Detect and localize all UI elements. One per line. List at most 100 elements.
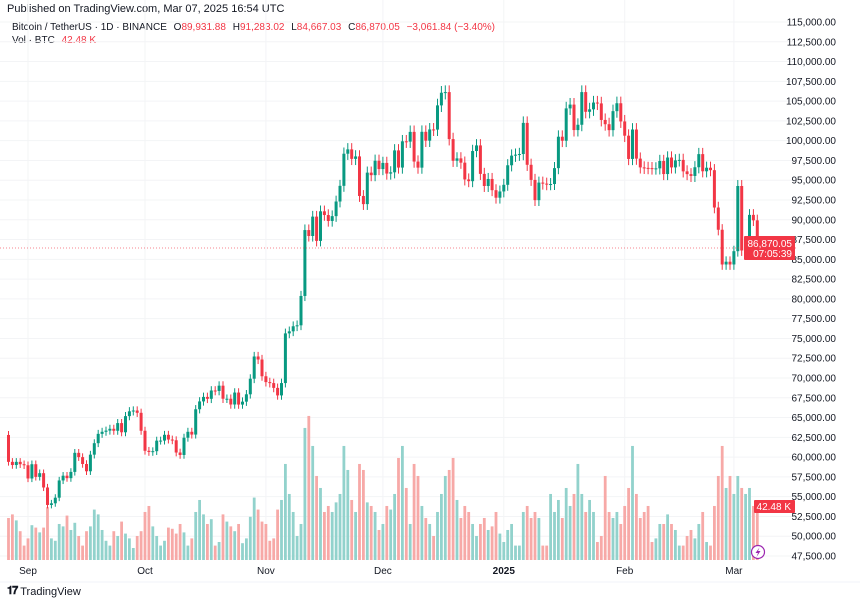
volume-bar <box>432 535 435 560</box>
candle-body <box>127 411 131 417</box>
volume-bar <box>748 487 751 560</box>
volume-bar <box>502 541 506 560</box>
volume-bar <box>638 517 642 560</box>
volume-bar <box>108 545 112 560</box>
candle-body <box>549 184 553 186</box>
candle-body <box>748 214 751 242</box>
candle-body <box>315 216 319 241</box>
volume-bar <box>163 540 166 560</box>
volume-bar <box>186 545 190 560</box>
candle-body <box>217 385 221 391</box>
price-axis[interactable]: 115,000.00 112,500.00 110,000.00 107,500.00… <box>786 18 836 563</box>
volume-bar <box>498 533 502 560</box>
volume-bar <box>755 509 759 560</box>
volume-bar <box>479 523 482 560</box>
candle-body <box>311 216 315 236</box>
volume-bar <box>752 505 755 560</box>
volume-bar <box>553 511 556 560</box>
candle-body <box>576 124 580 131</box>
candle-body <box>264 376 268 383</box>
candle-body <box>69 471 73 479</box>
volume-bar <box>646 505 650 560</box>
candle-body <box>361 195 365 205</box>
volume-bar <box>572 493 576 560</box>
volume-bar <box>724 487 728 560</box>
symbol-title[interactable]: Bitcoin / TetherUS · 1D · BINANCE <box>12 22 167 33</box>
candle-body <box>330 216 334 221</box>
price-tick-label: 95,000.00 <box>792 176 837 187</box>
candle-body <box>634 129 638 159</box>
candle-body <box>728 261 732 265</box>
volume-bar <box>397 457 400 560</box>
candle-body <box>642 167 646 169</box>
candle-body <box>221 385 225 399</box>
volume-bar <box>440 493 443 560</box>
volume-bar <box>147 505 151 560</box>
volume-bar <box>100 529 104 560</box>
volume-bar <box>486 529 490 560</box>
candle-body <box>416 161 420 168</box>
volume-bar <box>416 475 420 560</box>
brand-name[interactable]: TradingView <box>20 585 81 598</box>
candle-body <box>49 503 53 505</box>
candle-body <box>670 157 673 168</box>
candle-body <box>631 129 634 159</box>
volume-bar <box>73 522 77 560</box>
volume-bar <box>658 523 662 560</box>
candle-body <box>428 129 432 141</box>
candle-body <box>209 390 213 399</box>
candle-body <box>178 452 182 455</box>
price-tick-label: 80,000.00 <box>792 294 837 305</box>
volume-bar <box>408 523 412 560</box>
candle-body <box>654 168 658 170</box>
volume-bar <box>307 415 311 560</box>
volume-bar <box>693 538 697 560</box>
candle-body <box>96 433 100 444</box>
candle-body <box>400 141 404 168</box>
candle-body <box>186 431 190 438</box>
volume-bar <box>358 463 361 560</box>
high-label: H <box>232 22 240 33</box>
time-axis[interactable]: Sep Oct Nov Dec 2025 Feb Mar <box>19 566 743 577</box>
candle-body <box>225 398 229 400</box>
price-tick-label: 67,500.00 <box>792 393 837 404</box>
volume-bar <box>389 509 393 560</box>
volume-bar <box>330 511 334 560</box>
candle-body <box>393 150 397 173</box>
volume-bar <box>631 445 634 560</box>
price-tick-label: 85,000.00 <box>792 255 837 266</box>
candle-body <box>424 131 428 141</box>
candle-body <box>732 251 736 265</box>
volume-bar <box>685 535 689 560</box>
candle-body <box>276 387 280 396</box>
volume-bar <box>362 469 365 560</box>
volume-bar <box>596 541 599 560</box>
candlesticks <box>7 85 759 509</box>
candle-body <box>389 172 393 174</box>
candle-body <box>607 124 611 131</box>
candle-body <box>295 325 299 327</box>
volume-bar <box>206 523 209 560</box>
candle-body <box>709 167 712 171</box>
candle-body <box>486 178 490 186</box>
volume-bar <box>436 511 439 560</box>
candle-body <box>369 172 373 176</box>
candle-body <box>385 162 389 174</box>
candle-body <box>260 359 264 377</box>
volume-bar <box>260 521 264 560</box>
lightning-icon[interactable] <box>750 544 766 560</box>
volume-bar <box>57 523 61 560</box>
volume-bar <box>506 529 510 560</box>
volume-bar <box>237 523 240 560</box>
volume-bar <box>588 499 591 560</box>
volume-bar <box>514 545 517 560</box>
volume-bar <box>77 535 81 560</box>
candle-body <box>213 390 217 392</box>
candle-body <box>662 160 666 175</box>
volume-bar <box>424 517 428 560</box>
candle-body <box>38 473 42 477</box>
volume-bar <box>22 545 26 560</box>
volume-label[interactable]: Vol · BTC <box>12 35 55 46</box>
candle-body <box>268 382 272 384</box>
